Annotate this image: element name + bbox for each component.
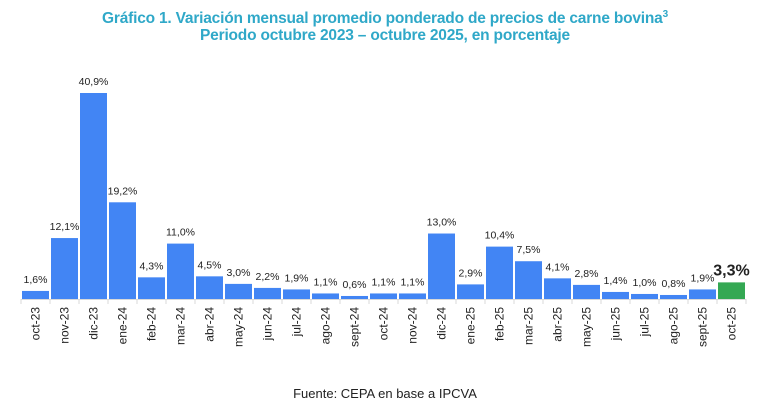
x-tick-label: mar-25 <box>522 307 536 345</box>
data-label: 1,1% <box>372 276 396 288</box>
bar <box>51 238 78 299</box>
x-tick-label: feb-25 <box>493 307 507 341</box>
x-tick-label: oct-24 <box>377 307 391 341</box>
bar <box>428 233 455 299</box>
data-label: 1,1% <box>314 276 338 288</box>
bar <box>602 291 629 299</box>
x-tick-label: oct-25 <box>725 307 739 341</box>
x-tick-label: ago-24 <box>319 307 333 345</box>
bar <box>254 287 281 299</box>
data-label: 4,1% <box>546 261 570 273</box>
x-tick-label: sept-25 <box>696 307 710 347</box>
data-label: 1,6% <box>24 274 48 286</box>
data-label: 40,9% <box>79 76 109 88</box>
data-label: 11,0% <box>166 227 195 239</box>
bar <box>312 293 339 299</box>
x-tick-label: jul-25 <box>638 307 652 338</box>
x-tick-label: sept-24 <box>348 307 362 347</box>
x-tick-label: may-25 <box>580 307 594 347</box>
x-tick-label: jul-24 <box>290 307 304 338</box>
x-tick-label: dic-24 <box>435 307 449 340</box>
data-label: 19,2% <box>108 185 138 197</box>
bar <box>544 278 571 299</box>
data-labels-group: 1,6% 12,1% 40,9% 19,2% 4,3% 11,0% 4,5% 3,0% 2,2%… <box>24 76 750 291</box>
bar <box>457 284 484 299</box>
x-tick-label: abr-24 <box>203 307 217 342</box>
bar-highlight <box>718 282 745 299</box>
x-tick-label: nov-23 <box>58 307 72 344</box>
data-label: 2,2% <box>256 271 280 283</box>
bar <box>80 93 107 299</box>
bar <box>138 277 165 299</box>
data-label: 4,3% <box>140 260 164 272</box>
x-tick-labels-group: oct-23 nov-23 dic-23 ene-24 feb-24 mar-24 abr-… <box>29 307 739 347</box>
data-label: 1,1% <box>401 276 425 288</box>
data-label: 1,9% <box>691 272 715 284</box>
bar <box>196 276 223 299</box>
x-tick-label: jun-25 <box>609 307 623 342</box>
x-tick-label: dic-23 <box>87 307 101 340</box>
source-note: Fuente: CEPA en base a IPCVA <box>293 386 477 401</box>
data-label: 13,0% <box>427 217 457 229</box>
bar <box>167 243 194 299</box>
x-tick-label: abr-25 <box>551 307 565 342</box>
data-label: 10,4% <box>485 230 515 242</box>
bar <box>109 202 136 299</box>
chart-title: Gráfico 1. Variación mensual promedio po… <box>102 9 669 28</box>
x-ticks-group <box>20 299 747 304</box>
bar <box>486 246 513 299</box>
x-tick-label: mar-24 <box>174 307 188 345</box>
bar <box>370 293 397 299</box>
bar <box>22 290 49 299</box>
x-tick-label: jun-24 <box>261 307 275 342</box>
data-label: 1,4% <box>604 275 628 287</box>
x-tick-label: may-24 <box>232 307 246 347</box>
data-label: 1,0% <box>633 277 657 289</box>
bar <box>341 295 368 299</box>
bar <box>631 293 658 299</box>
x-tick-label: ene-24 <box>116 307 130 345</box>
data-label: 1,9% <box>285 272 309 284</box>
data-label: 12,1% <box>50 221 80 233</box>
bar <box>283 289 310 299</box>
data-label: 0,6% <box>343 279 367 291</box>
bar <box>515 261 542 299</box>
data-label: 0,8% <box>662 278 686 290</box>
x-tick-label: oct-23 <box>29 307 43 341</box>
chart-subtitle: Periodo octubre 2023 – octubre 2025, en … <box>200 27 570 44</box>
data-label: 3,0% <box>227 267 251 279</box>
bars-group <box>22 93 745 299</box>
bar-chart: 1,6% 12,1% 40,9% 19,2% 4,3% 11,0% 4,5% 3,0% 2,2%… <box>20 76 750 347</box>
bar <box>689 289 716 299</box>
x-tick-label: nov-24 <box>406 307 420 344</box>
bar <box>573 284 600 299</box>
title-footnote: 3 <box>662 9 669 20</box>
data-label: 7,5% <box>517 244 541 256</box>
bar <box>399 293 426 299</box>
data-label: 2,9% <box>459 267 483 279</box>
x-tick-label: ene-25 <box>464 307 478 345</box>
x-tick-label: feb-24 <box>145 307 159 341</box>
data-label: 4,5% <box>198 259 222 271</box>
x-tick-label: ago-25 <box>667 307 681 345</box>
data-label: 2,8% <box>575 268 599 280</box>
bar <box>660 294 687 299</box>
bar <box>225 283 252 299</box>
data-label: 3,3% <box>713 262 749 279</box>
